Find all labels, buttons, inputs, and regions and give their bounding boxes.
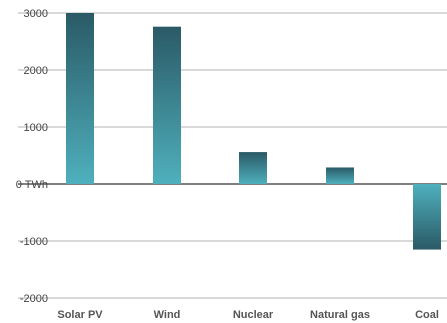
bar: [239, 152, 267, 184]
category-label: Natural gas: [310, 309, 370, 321]
bar: [66, 13, 94, 184]
category-label: Solar PV: [57, 309, 103, 321]
bar: [326, 167, 354, 184]
category-label: Nuclear: [233, 309, 274, 321]
y-tick-label: 1000: [24, 122, 48, 134]
y-tick-label: -2000: [20, 293, 48, 305]
category-label: Wind: [154, 309, 181, 321]
labels: 3000 2000 1000 0 TWh -1000 -2000 Solar PV Wind N…: [16, 8, 439, 321]
bar: [413, 184, 441, 250]
category-label: Coal: [415, 309, 439, 321]
y-tick-label: 2000: [24, 65, 48, 77]
bar: [153, 26, 181, 185]
y-tick-label: -1000: [20, 236, 48, 248]
bars: [66, 13, 441, 250]
y-tick-label: 0 TWh: [16, 179, 48, 191]
y-tick-label: 3000: [24, 8, 48, 20]
